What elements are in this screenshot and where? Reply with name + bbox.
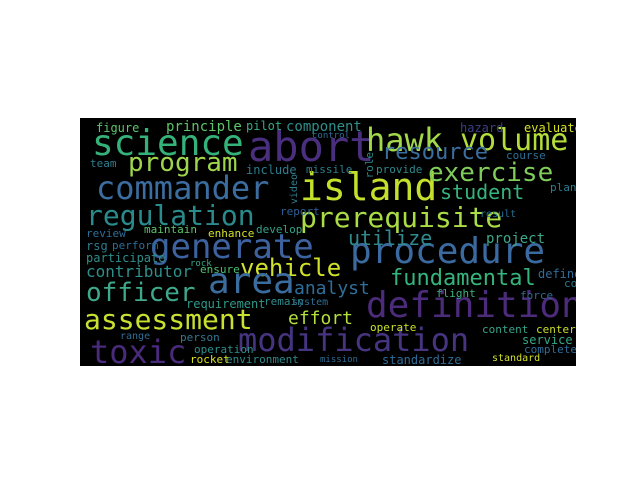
word-flight: flight [436,287,476,300]
word-ensure: ensure [200,263,240,276]
word-report: report [280,205,320,218]
word-plan: plan [550,181,576,194]
word-force: force [520,289,554,302]
word-standard: standard [492,353,541,364]
word-video: video [289,174,300,205]
word-range: range [120,331,151,342]
word-participate: participate [86,251,166,265]
word-hazard: hazard [460,121,504,135]
word-evaluate: evaluate [524,121,576,135]
word-pilot: pilot [246,119,283,133]
word-course: course [506,149,546,162]
word-include: include [246,163,297,177]
word-effort: effort [288,308,354,329]
word-rsg: rsg [86,239,108,253]
word-control: control [312,131,350,141]
word-fundamental: fundamental [390,266,536,291]
word-generate: generate [150,227,314,267]
word-result: result [480,209,517,220]
word-analyst: analyst [294,278,370,299]
word-team: team [90,157,117,170]
word-exercise: exercise [428,158,554,188]
word-person: person [180,331,220,344]
word-volume: volume [460,123,569,158]
word-role: role [363,152,376,179]
word-mission: mission [320,355,358,365]
word-perform: perform [112,239,159,252]
word-prerequisite: prerequisite [300,201,503,234]
word-contributor: contributor [86,262,192,281]
word-principle: principle [166,119,242,135]
word-review: review [86,227,126,240]
word-enhance: enhance [208,227,255,240]
word-figure: figure [96,121,140,135]
word-vehicle: vehicle [240,254,342,282]
word-area: area [208,261,295,302]
word-cloud: abort hawk volume science commander isla… [80,118,576,366]
word-maintain: maintain [144,223,197,236]
word-assessment: assessment [84,303,253,336]
word-project: project [486,231,546,247]
word-student: student [440,180,525,204]
word-resource: resource [382,140,488,165]
word-service: service [522,333,573,347]
word-modification: modification [238,321,470,359]
word-environment: environment [226,353,299,366]
word-rocket: rocket [190,353,230,366]
word-complete: complete [524,343,576,356]
word-component: component [286,119,362,135]
word-continue: continue [564,277,576,290]
word-procedure: procedure [350,231,546,272]
word-develop: develop [256,223,303,236]
word-regulation: regulation [86,199,255,232]
word-define: define [538,267,576,281]
word-island: island [300,165,438,209]
word-toxic: toxic [90,333,187,366]
word-center: center [536,323,576,336]
word-abort: abort [248,122,375,171]
word-missile: missile [306,163,353,176]
word-operate: operate [370,321,417,334]
word-requirement: requirement [186,297,266,311]
word-remain: remain [264,295,304,308]
word-utilize: utilize [348,226,433,250]
word-system: system [292,297,329,308]
word-standardize: standardize [382,353,462,366]
word-hawk: hawk [366,121,444,159]
word-provide: provide [376,163,423,176]
word-program: program [128,148,238,178]
word-content: content [482,323,529,336]
word-science: science [92,123,244,164]
word-operation: operation [194,343,254,356]
word-officer: officer [86,278,196,308]
word-definition: definition [366,285,576,326]
word-commander: commander [96,169,270,207]
word-rock: rock [190,259,212,269]
